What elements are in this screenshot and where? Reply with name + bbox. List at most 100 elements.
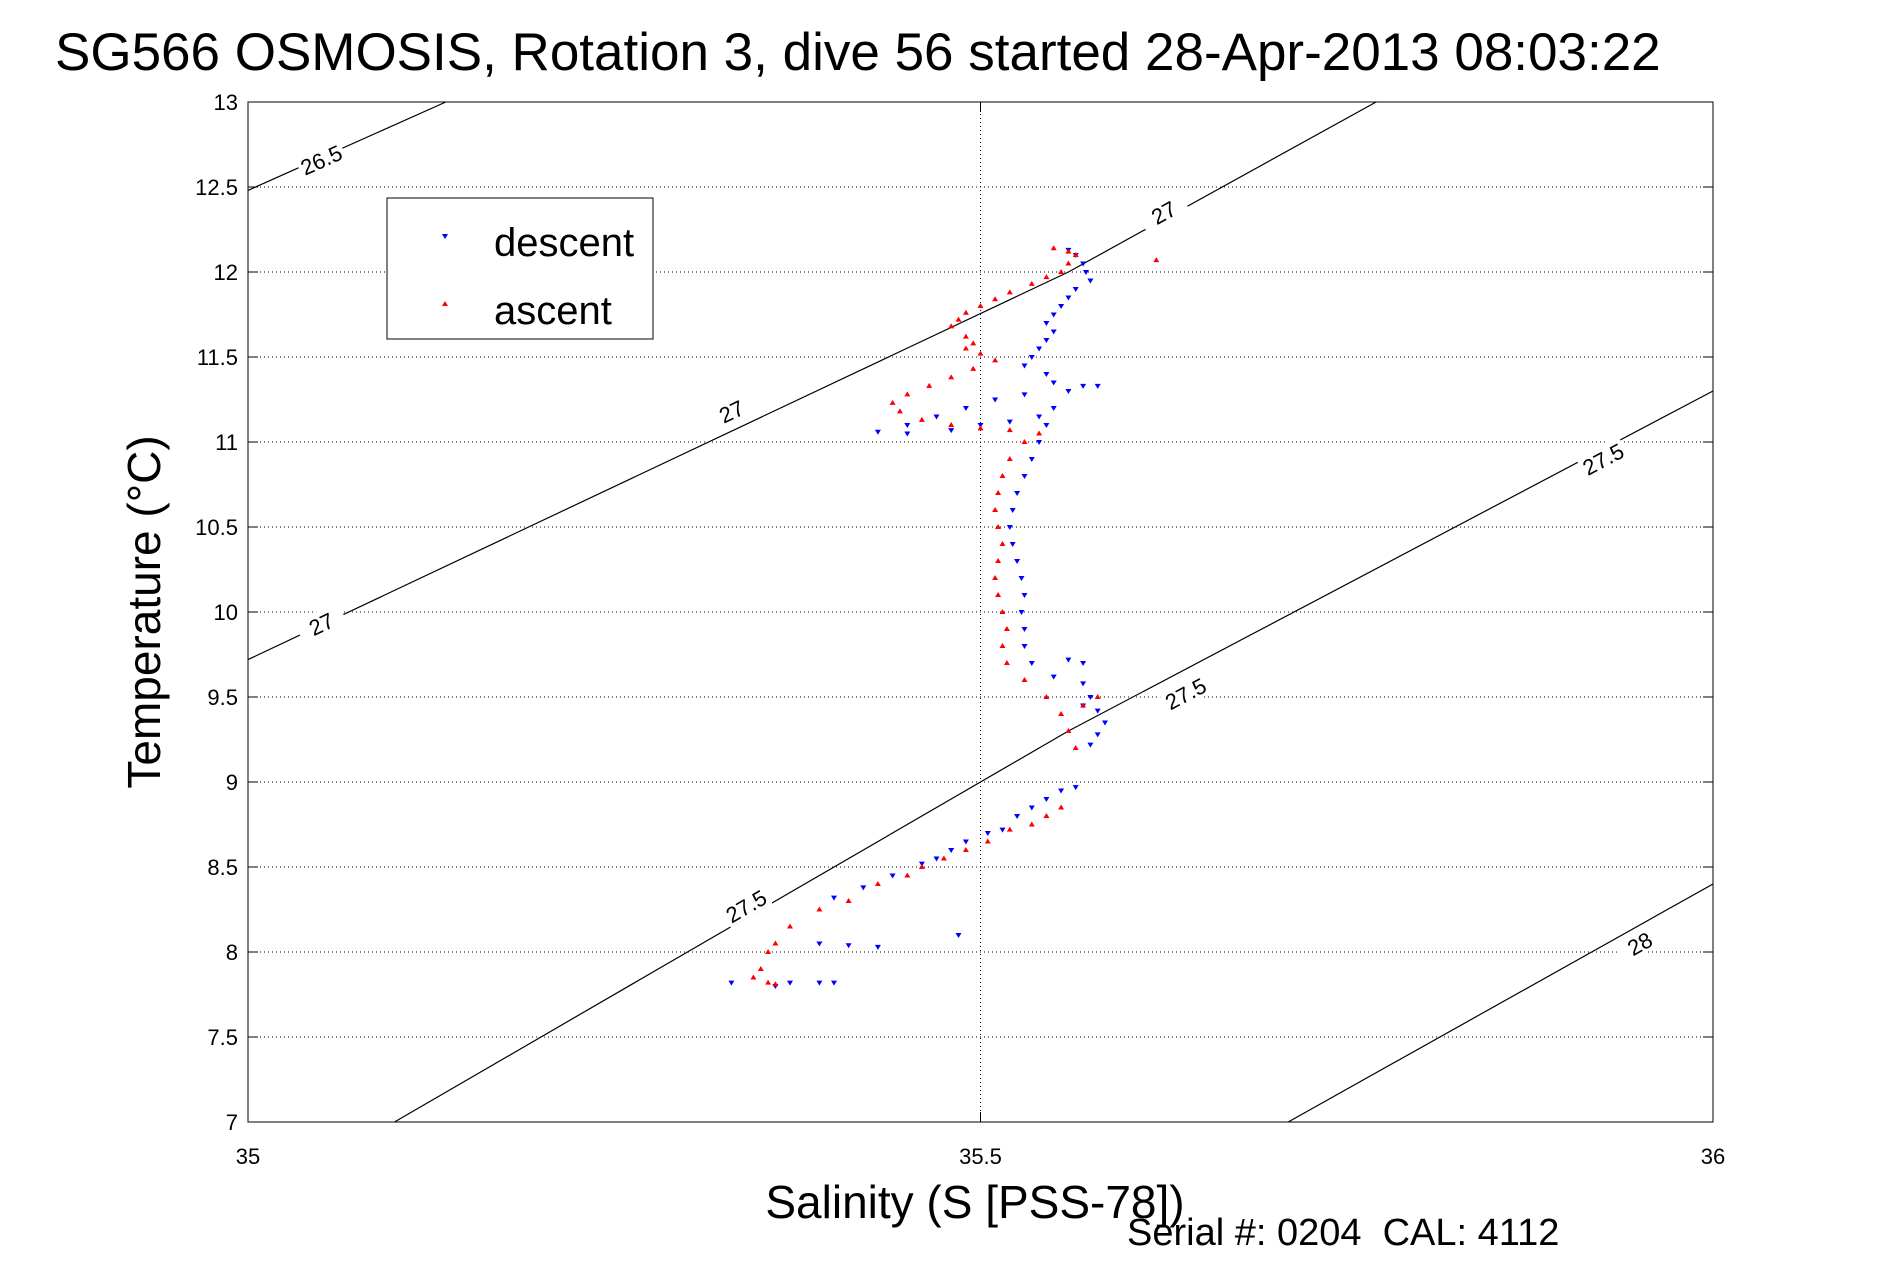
ascent-point [1006,289,1013,295]
descent-point [1018,610,1025,615]
legend-descent-label: descent [494,221,634,265]
descent-point [1065,389,1072,394]
x-tick-label: 35.5 [959,1144,1002,1169]
ascent-point [918,864,925,869]
ascent-point [1003,660,1010,665]
descent-point [1021,593,1028,598]
descent-point [1058,788,1065,794]
descent-point [1087,742,1094,748]
ascent-point [995,524,1002,529]
descent-point [1043,797,1050,802]
descent-point [1028,457,1035,462]
ascent-point [750,974,757,980]
descent-point [904,423,911,428]
y-tick-label: 8.5 [207,855,238,880]
contour-label-bg [1158,670,1212,715]
descent-point [889,873,896,879]
descent-point [1036,414,1043,420]
x-tick-label: 36 [1701,1144,1725,1169]
ascent-point [896,408,903,414]
descent-point [1080,681,1087,687]
ascent-point [926,382,933,388]
ascent-point [1043,694,1050,699]
ascent-point [1021,677,1028,682]
descent-point [992,397,999,403]
ascent-point [1058,711,1065,716]
y-tick-label: 9.5 [207,685,238,710]
descent-point [728,980,735,986]
x-axis-ticks: 35 35.5 36 [236,102,1725,1169]
descent-point [1080,383,1087,389]
ascent-point [992,357,999,363]
x-axis-label: Salinity (S [PSS-78]) [765,1176,1184,1228]
contour-label-bg [294,138,348,180]
ascent-point [1094,694,1101,699]
descent-point [845,943,852,949]
ascent-point [948,323,955,329]
ascent-point [1036,430,1043,436]
descent-point [874,429,881,435]
ascent-point [1050,245,1057,251]
ascent-point [962,333,969,339]
descent-point [904,431,911,437]
ascent-point [970,365,977,371]
ascent-point [1006,826,1013,832]
ascent-point [1003,626,1010,631]
descent-point [1021,627,1028,632]
descent-point [1021,392,1028,398]
ascent-point [772,981,779,987]
descent-point [1080,661,1087,666]
ascent-point [1006,456,1013,461]
isopycnal-line [394,390,1714,1123]
legend: descent ascent [386,197,654,340]
descent-point [1043,423,1050,428]
ascent-point [940,855,947,861]
descent-point [1009,542,1016,547]
ascent-point [999,541,1006,546]
descent-point [955,933,962,938]
contour-label-bg [293,601,348,645]
ascent-point [999,473,1006,478]
ascent-point [1028,821,1035,827]
descent-point [1036,346,1043,352]
ascent-point [904,872,911,878]
descent-point [1043,321,1050,326]
isopycnal-line [1287,883,1714,1123]
descent-point [860,885,867,891]
ascent-point [1072,745,1079,750]
descent-point [1021,644,1028,649]
descent-point [1072,287,1079,292]
descent-point [816,941,823,947]
ascent-point [816,906,823,912]
grid-lines [248,102,1713,1122]
ascent-point [765,979,772,985]
descent-point [1014,491,1021,496]
ascent-point [999,609,1006,614]
y-tick-label: 10.5 [195,515,238,540]
descent-point [1009,508,1016,513]
ascent-point [1021,439,1028,444]
y-tick-label: 10 [214,600,238,625]
descent-point [1050,674,1057,680]
descent-point [984,831,991,836]
descent-point [999,827,1006,833]
y-tick-label: 7 [226,1110,238,1135]
contour-label-bg [704,389,758,432]
serial-cal-annotation: Serial #: 0204 CAL: 4112 [1127,1212,1559,1254]
descent-point [1087,278,1094,284]
x-tick-label: 35 [236,1144,260,1169]
descent-point [1050,329,1057,335]
descent-point [831,980,837,986]
ascent-point [757,966,764,971]
descent-point [933,414,940,420]
ascent-point [977,425,984,431]
ascent-point [1043,813,1050,818]
ascent-point [995,592,1002,597]
descent-point [1083,270,1089,275]
contour-label-bg [1136,189,1190,234]
ascent-point [948,422,955,427]
ascent-point [962,847,969,852]
descent-point [1043,338,1050,343]
ascent-point [1058,804,1065,810]
ascent-point [955,316,962,322]
